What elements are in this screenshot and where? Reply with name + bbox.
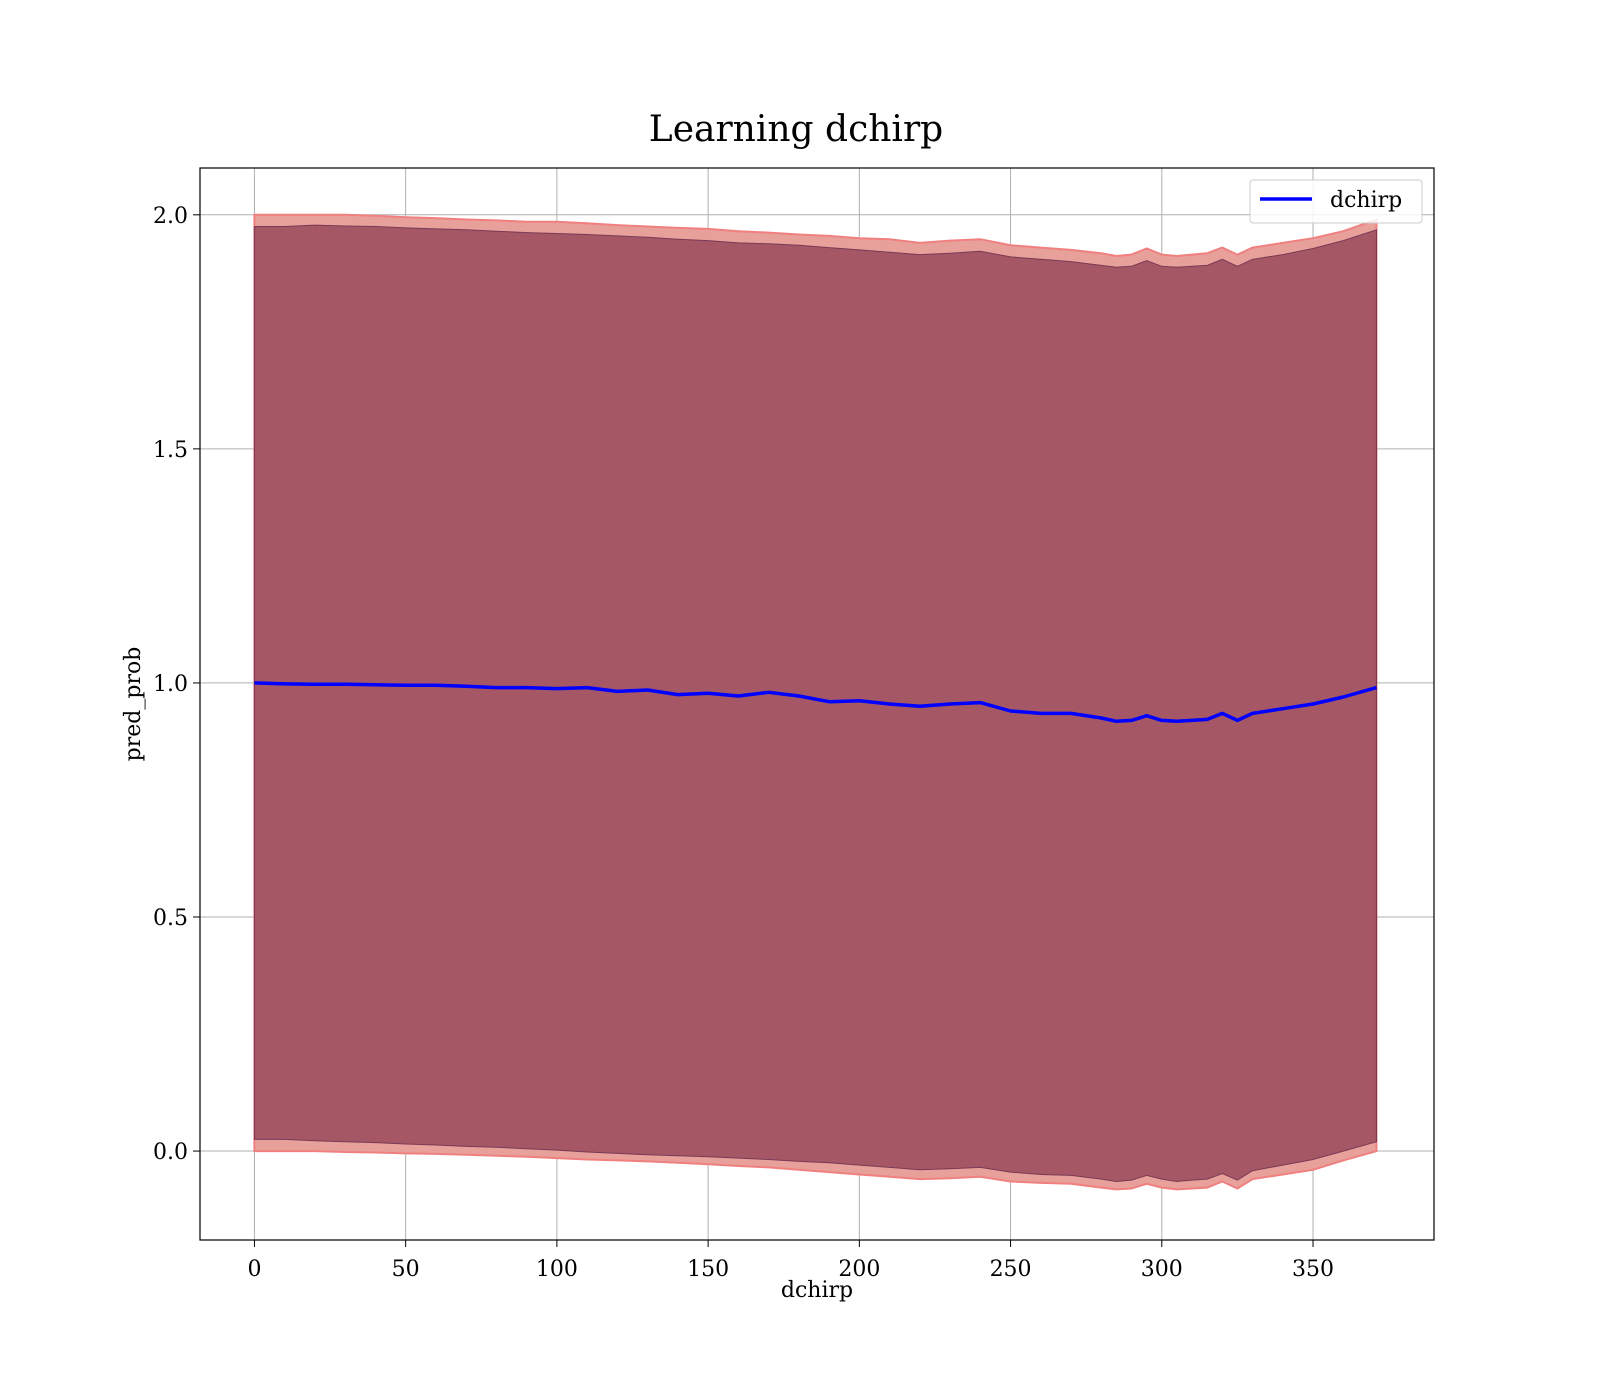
x-tick-label: 100: [536, 1257, 578, 1282]
chart-title: Learning dchirp: [649, 109, 943, 150]
y-tick-label: 2.0: [153, 204, 188, 229]
band-inner: [253, 224, 1377, 1183]
x-tick-label: 150: [687, 1257, 729, 1282]
confidence-bands: [253, 213, 1378, 1191]
series-lines: [254, 681, 1377, 724]
legend-box: [1249, 179, 1423, 224]
x-tick-label: 0: [247, 1257, 261, 1282]
legend-label: dchirp: [1330, 188, 1402, 213]
plot-frame: [199, 167, 1435, 1241]
x-tick-label: 350: [1292, 1257, 1334, 1282]
x-tick-label: 300: [1141, 1257, 1183, 1282]
x-tick-label: 50: [392, 1257, 420, 1282]
legend: dchirp: [1249, 179, 1423, 224]
x-tick-label: 200: [838, 1257, 880, 1282]
y-tick-label: 1.0: [153, 672, 188, 697]
y-axis-label: pred_prob: [121, 647, 146, 762]
x-axis-ticks: 0 50 100 150 200 250 300 350: [247, 1240, 1334, 1282]
y-tick-label: 1.5: [153, 438, 188, 463]
y-axis-ticks: 0.0 0.5 1.0 1.5 2.0: [153, 204, 200, 1165]
y-tick-label: 0.5: [153, 906, 188, 931]
y-tick-label: 0.0: [153, 1140, 188, 1165]
x-tick-label: 250: [990, 1257, 1032, 1282]
x-axis-label: dchirp: [781, 1278, 853, 1303]
series-line-dchirp: [254, 681, 1377, 724]
